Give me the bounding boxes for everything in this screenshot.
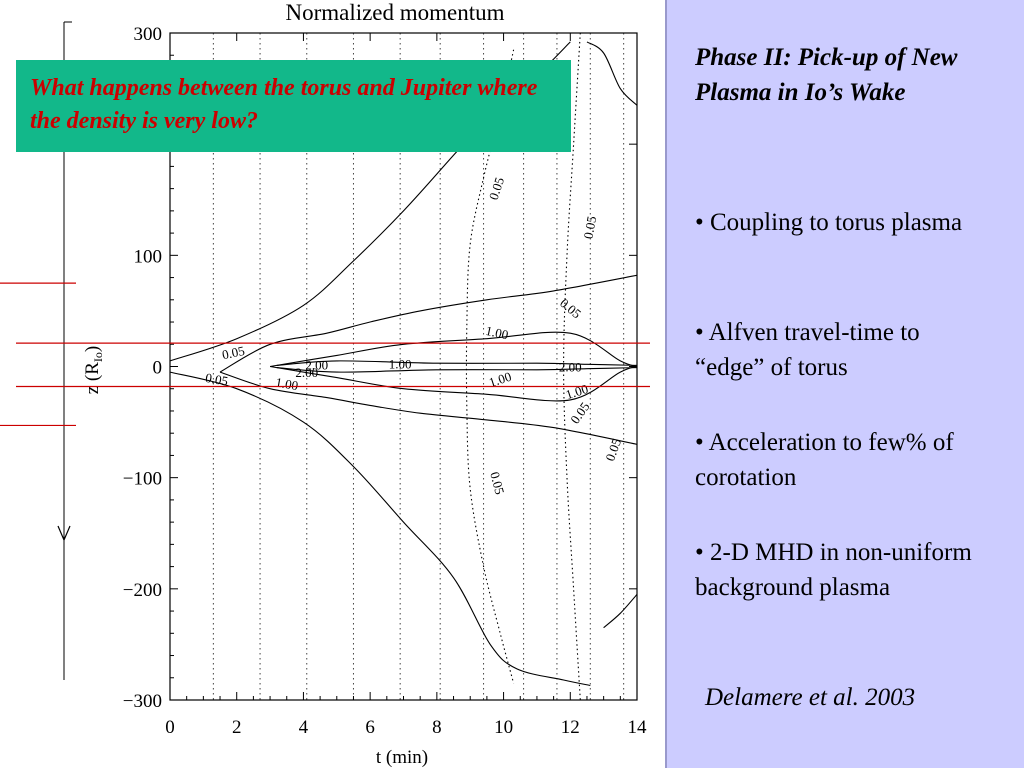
- x-tick-label-4: 8: [432, 717, 442, 738]
- contour-1-00-7: [219, 371, 638, 445]
- citation: Delamere et al. 2003: [705, 684, 916, 711]
- bullet-mhd: • 2-D MHD in non-uniform background plas…: [695, 539, 972, 601]
- contour-0-05-1: [169, 371, 591, 687]
- x-tick-label-2: 4: [299, 717, 309, 738]
- y-tick-label-0: 300: [134, 24, 163, 45]
- contour-label-12: 0.05: [580, 215, 599, 240]
- bullet-coupling: • Coupling to torus plasma: [695, 209, 963, 236]
- bullet-acceleration: • Acceleration to few% of corotation: [695, 429, 954, 491]
- x-tick-label-0: 0: [165, 717, 175, 738]
- contour-label-8: 1.00: [487, 369, 513, 390]
- contour-label-3: 2.00: [305, 357, 328, 372]
- contour-2-00-11: [276, 367, 638, 373]
- contour-label-13: 0.05: [567, 399, 592, 426]
- bullet-alfven: • Alfven travel-time to “edge” of torus: [695, 319, 920, 381]
- sidebar-panel: Phase II: Pick-up of New Plasma in Io’s …: [665, 0, 1024, 768]
- contour-label-1: 0.05: [204, 370, 229, 389]
- contour-label-6: 2.00: [559, 360, 582, 375]
- y-tick-label-5: −200: [123, 580, 162, 601]
- contour-label-7: 1.00: [484, 323, 509, 342]
- x-tick-label-7: 14: [628, 717, 648, 738]
- y-tick-label-3: 0: [153, 358, 163, 379]
- contour-2-00-10: [276, 360, 638, 366]
- contour-labels: 0.050.05 1.002.002.001.00 2.001.001.001.00…: [204, 175, 624, 496]
- contour-label-5: 1.00: [389, 356, 412, 371]
- axis-tick-labels: 024681012143002001000−100−200−300: [123, 24, 647, 738]
- phase-title: Phase II: Pick-up of New Plasma in Io’s …: [695, 44, 958, 106]
- contour-1-00-9: [270, 365, 638, 402]
- contour-label-14: 0.05: [602, 436, 624, 463]
- question-callout: What happens between the torus and Jupit…: [16, 60, 571, 152]
- x-tick-label-6: 12: [561, 717, 580, 738]
- contour-label-2: 1.00: [274, 374, 299, 393]
- contour-1-00-8: [270, 331, 638, 368]
- y-tick-label-6: −300: [123, 691, 162, 712]
- contour-label-4: 2.00: [295, 365, 318, 380]
- y-tick-label-2: 100: [134, 246, 163, 267]
- contour-0-05-2: [586, 41, 638, 106]
- chart-title: Normalized momentum: [285, 0, 504, 25]
- y-axis-label-sub: Io: [91, 352, 105, 362]
- contour-0-05-5: [563, 32, 581, 701]
- contour-label-10: 0.05: [486, 175, 507, 201]
- contour-1-00-6: [219, 274, 638, 373]
- x-tick-label-1: 2: [232, 717, 242, 738]
- y-axis-label-main: z (R: [82, 362, 103, 395]
- contour-label-0: 0.05: [221, 343, 246, 362]
- x-tick-label-3: 6: [365, 717, 375, 738]
- y-axis-label-close: ): [82, 346, 103, 352]
- x-tick-label-5: 10: [494, 717, 513, 738]
- contour-label-9: 1.00: [564, 381, 590, 402]
- red-marker-lines: [0, 282, 650, 427]
- contour-label-11: 0.05: [557, 295, 584, 321]
- direction-arrow-head: [57, 525, 71, 542]
- callout-text: What happens between the torus and Jupit…: [30, 75, 538, 134]
- y-tick-label-4: −100: [123, 469, 162, 490]
- x-axis-label: t (min): [376, 747, 428, 768]
- contour-0-05-3: [603, 594, 638, 629]
- contour-label-15: 0.05: [487, 470, 507, 496]
